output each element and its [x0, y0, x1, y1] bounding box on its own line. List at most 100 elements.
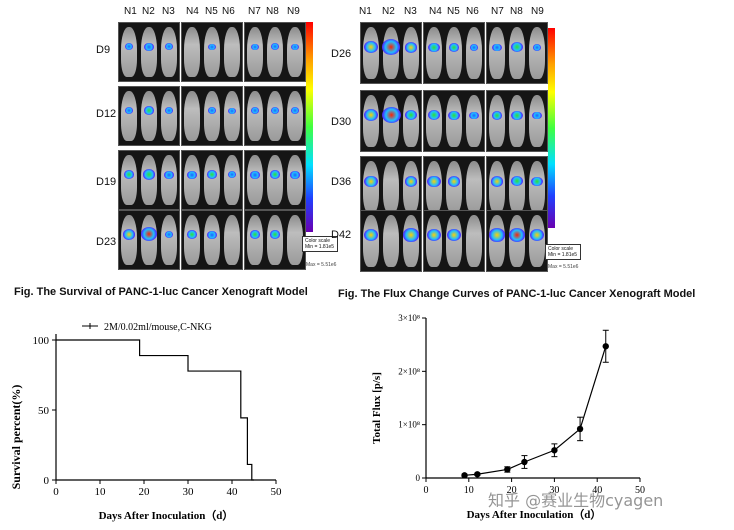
col-header: N5	[205, 6, 218, 17]
x-tick-label: 20	[507, 485, 517, 496]
x-tick-label: 0	[53, 486, 59, 498]
right-caption: Fig. The Flux Change Curves of PANC-1-lu…	[338, 288, 696, 300]
row-label: D12	[96, 108, 117, 120]
x-tick-label: 10	[464, 485, 474, 496]
mouse-silhouette	[363, 95, 379, 147]
col-header: N2	[382, 6, 395, 17]
mouse-silhouette	[403, 27, 419, 79]
mouse-silhouette	[141, 155, 157, 205]
imaging-block	[118, 86, 180, 146]
y-axis-label: Survival percent(%)	[9, 385, 23, 490]
flux-curve	[464, 346, 607, 476]
luminescence-signal	[448, 110, 460, 121]
col-header: N4	[429, 6, 442, 17]
mouse-silhouette	[267, 27, 283, 77]
color-scale-legend: Color scale Min = 1.81e5	[545, 244, 581, 260]
imaging-block	[244, 86, 306, 146]
imaging-block	[486, 90, 548, 152]
color-scale-legend: Color scale Min = 1.81e5	[302, 236, 338, 252]
mouse-silhouette	[121, 27, 137, 77]
mouse-silhouette	[247, 155, 263, 205]
luminescence-signal	[511, 110, 523, 121]
luminescence-signal	[207, 230, 217, 239]
imaging-block	[423, 156, 485, 218]
mouse-silhouette	[121, 91, 137, 141]
mouse-silhouette	[121, 215, 137, 265]
luminescence-signal	[140, 226, 158, 242]
col-header: N2	[142, 6, 155, 17]
col-header: N5	[447, 6, 460, 17]
mouse-silhouette	[489, 95, 505, 147]
luminescence-signal	[271, 43, 279, 51]
luminescence-signal	[164, 107, 174, 115]
mouse-silhouette	[509, 95, 525, 147]
imaging-block	[118, 210, 180, 270]
luminescence-signal	[363, 40, 379, 54]
mouse-silhouette	[224, 155, 240, 205]
luminescence-signal	[270, 230, 280, 239]
luminescence-signal	[124, 43, 134, 51]
mouse-silhouette	[224, 27, 240, 77]
luminescence-signal	[363, 108, 379, 122]
mouse-silhouette	[161, 91, 177, 141]
x-axis-label: Days After Inoculation（d）	[99, 509, 234, 522]
mouse-silhouette	[287, 155, 303, 205]
mouse-silhouette	[287, 27, 303, 77]
luminescence-signal	[532, 111, 542, 120]
mouse-silhouette	[204, 215, 220, 265]
survival-axes: 0 10 20 30 40 50 0 50 100	[33, 334, 282, 498]
mouse-silhouette	[184, 27, 200, 77]
row-label: D9	[96, 44, 111, 56]
imaging-block	[181, 86, 243, 146]
mouse-silhouette	[426, 215, 442, 267]
mouse-silhouette	[426, 95, 442, 147]
luminescence-signal	[448, 42, 460, 52]
mouse-silhouette	[383, 215, 399, 267]
luminescence-signal	[447, 175, 461, 187]
luminescence-signal	[164, 170, 174, 179]
mouse-silhouette	[529, 27, 545, 79]
x-tick-label: 30	[183, 486, 195, 498]
y-tick-label: 50	[38, 405, 50, 417]
y-tick-label: 100	[33, 335, 50, 347]
luminescence-signal	[291, 43, 299, 50]
imaging-block	[486, 210, 548, 272]
luminescence-signal	[491, 110, 503, 120]
mouse-silhouette	[529, 161, 545, 213]
data-point	[602, 343, 609, 350]
mouse-silhouette	[489, 27, 505, 79]
survival-chart: 0 10 20 30 40 50 0 50 100 Survival percent(%) Da…	[9, 322, 282, 522]
col-header: N7	[248, 6, 261, 17]
mouse-silhouette	[224, 91, 240, 141]
mouse-silhouette	[466, 27, 482, 79]
luminescence-signal	[164, 231, 174, 239]
luminescence-signal	[228, 107, 236, 114]
luminescence-signal	[489, 228, 505, 242]
mouse-silhouette	[247, 27, 263, 77]
col-header: N7	[491, 6, 504, 17]
mouse-silhouette	[141, 27, 157, 77]
mouse-silhouette	[529, 95, 545, 147]
imaging-block	[486, 22, 548, 84]
mouse-silhouette	[363, 27, 379, 79]
luminescence-signal	[251, 43, 259, 50]
luminescence-signal	[364, 175, 378, 187]
col-header: N8	[510, 6, 523, 17]
luminescence-signal	[143, 169, 155, 180]
mouse-silhouette	[184, 155, 200, 205]
scale-min: Min = 1.81e5	[305, 244, 335, 250]
mouse-silhouette	[141, 91, 157, 141]
mouse-silhouette	[204, 91, 220, 141]
color-scale-bar	[306, 22, 313, 232]
mouse-silhouette	[121, 155, 137, 205]
luminescence-signal	[405, 110, 417, 121]
luminescence-signal	[511, 42, 523, 53]
mouse-silhouette	[426, 161, 442, 213]
imaging-block	[244, 22, 306, 82]
luminescence-signal	[511, 176, 523, 187]
mouse-silhouette	[204, 27, 220, 77]
x-tick-label: 0	[424, 485, 429, 496]
luminescence-signal	[490, 175, 504, 187]
mouse-silhouette	[224, 215, 240, 265]
col-header: N6	[222, 6, 235, 17]
